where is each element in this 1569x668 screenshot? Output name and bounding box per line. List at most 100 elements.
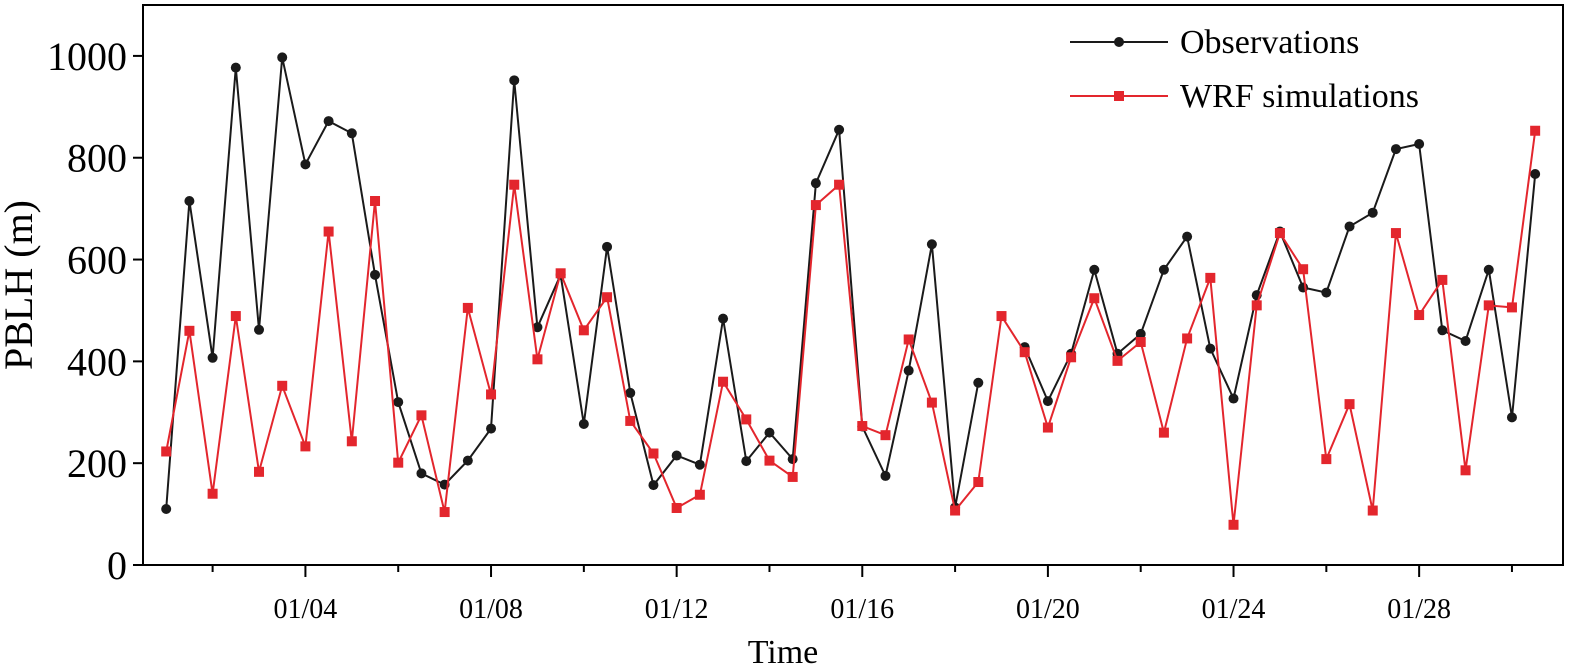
data-point — [1437, 325, 1448, 336]
data-point — [161, 446, 172, 457]
data-point — [486, 389, 497, 400]
data-point — [834, 124, 845, 135]
data-point — [1344, 221, 1355, 232]
data-point — [1158, 427, 1169, 438]
data-point — [787, 454, 798, 465]
data-point — [1367, 207, 1378, 218]
plot-border — [142, 4, 1564, 566]
data-point — [1506, 302, 1517, 313]
data-point — [1066, 352, 1077, 363]
x-axis-label: Time — [748, 634, 819, 668]
data-point — [950, 505, 961, 516]
data-point — [1205, 272, 1216, 283]
plot-area — [142, 4, 1564, 566]
data-point — [1390, 144, 1401, 155]
data-point — [393, 397, 404, 408]
data-point — [1135, 337, 1146, 348]
x-axis: 01/04 01/08 01/12 01/16 01/20 01/24 01/28 — [211, 565, 1513, 625]
x-tick-label: 01/12 — [645, 594, 709, 625]
data-point — [973, 377, 984, 388]
data-point — [718, 376, 729, 387]
data-point — [1298, 264, 1309, 275]
data-point — [1390, 228, 1401, 239]
data-point — [857, 421, 868, 432]
data-point — [1437, 274, 1448, 285]
data-point — [1460, 336, 1471, 346]
data-point — [230, 311, 241, 322]
x-tick-label: 01/28 — [1387, 594, 1451, 625]
y-tick-label: 200 — [67, 441, 127, 486]
y-axis: 0 200 400 600 800 1000 — [47, 34, 143, 588]
data-point — [1414, 310, 1425, 321]
x-tick-label: 01/24 — [1202, 594, 1266, 625]
data-point — [880, 430, 891, 441]
data-point — [1274, 228, 1285, 239]
data-point — [625, 387, 636, 398]
data-point — [346, 128, 357, 139]
data-point — [532, 354, 543, 365]
data-point — [903, 334, 914, 345]
legend-label: Observations — [1180, 24, 1359, 61]
data-point — [602, 292, 613, 303]
data-point — [254, 466, 265, 477]
data-point — [694, 489, 705, 500]
y-tick-label: 1000 — [47, 34, 127, 79]
data-point — [834, 179, 845, 190]
y-tick-label: 0 — [107, 543, 127, 588]
data-point — [810, 178, 821, 189]
data-point — [1182, 333, 1193, 344]
data-point — [602, 241, 613, 252]
legend-marker — [1114, 91, 1124, 101]
data-point — [1483, 300, 1494, 311]
data-point — [1251, 300, 1262, 311]
data-point — [903, 365, 914, 376]
data-point — [1530, 169, 1541, 180]
data-point — [393, 457, 404, 468]
data-point — [625, 415, 636, 426]
x-tick-label: 01/20 — [1016, 594, 1080, 625]
data-point — [1135, 328, 1146, 339]
data-point — [1483, 264, 1494, 275]
data-point — [323, 116, 334, 127]
data-point — [254, 324, 265, 335]
series-line — [1023, 142, 1537, 418]
data-point — [346, 436, 357, 447]
data-point — [1158, 264, 1169, 275]
data-point — [1089, 293, 1100, 304]
data-point — [1321, 287, 1332, 298]
data-point — [1228, 519, 1239, 530]
data-point — [532, 322, 543, 333]
data-point — [648, 448, 659, 459]
data-point — [1321, 454, 1332, 465]
data-point — [161, 504, 172, 514]
data-point — [694, 459, 705, 470]
data-point — [1182, 231, 1193, 242]
series-wrf-simulations — [161, 125, 1541, 530]
legend-label: WRF simulations — [1180, 78, 1419, 115]
data-point — [184, 325, 195, 336]
data-point — [996, 311, 1007, 322]
data-point — [1042, 396, 1053, 407]
data-point — [207, 488, 218, 499]
data-point — [578, 325, 589, 336]
data-point — [509, 75, 520, 86]
data-point — [741, 456, 752, 467]
y-axis-label: PBLH (m) — [0, 200, 41, 370]
data-point — [671, 502, 682, 513]
data-point — [671, 450, 682, 461]
data-point — [1205, 343, 1216, 354]
data-point — [230, 62, 241, 73]
data-point — [973, 477, 984, 488]
y-tick-label: 400 — [67, 339, 127, 384]
data-point — [509, 179, 520, 190]
data-point — [1530, 125, 1541, 136]
data-point — [926, 239, 937, 250]
legend-marker — [1114, 37, 1124, 47]
data-point — [1089, 264, 1100, 275]
series-line — [165, 57, 980, 510]
series-layer — [161, 52, 1541, 530]
data-point — [741, 414, 752, 425]
data-point — [416, 468, 427, 479]
data-point — [1367, 505, 1378, 516]
